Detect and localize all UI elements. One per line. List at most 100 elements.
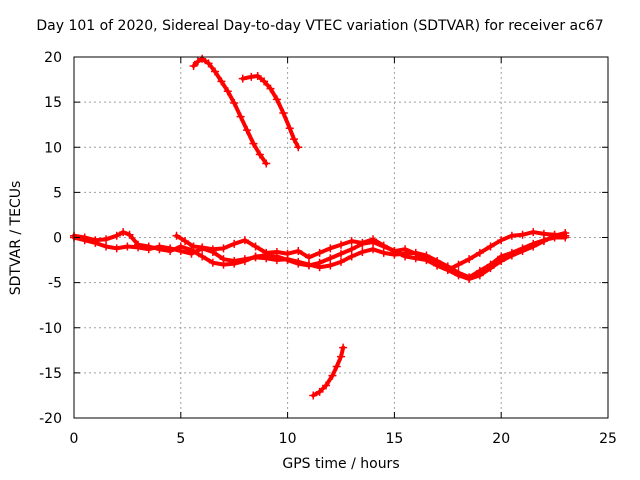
data-point-marker [230,259,239,268]
data-point-marker [219,244,228,253]
series-line-spike-c [311,345,346,398]
data-point-marker [240,256,249,265]
x-tick-label: 25 [599,431,617,447]
data-point-marker [251,252,260,261]
data-point-marker [80,233,89,242]
y-tick-label: -5 [48,276,62,292]
data-point-marker [123,242,132,251]
data-point-marker [369,235,378,244]
data-point-marker [208,258,217,267]
data-point-marker [337,257,345,266]
data-point-marker [315,258,324,267]
data-point-marker [193,57,202,66]
data-point-marker [339,343,348,352]
data-point-marker [230,99,239,108]
data-point-marker [401,252,410,261]
data-point-marker [272,247,281,256]
data-point-marker [223,87,232,96]
data-point-marker [539,229,548,238]
data-point-marker [497,256,506,265]
data-point-marker [243,126,252,135]
data-point-marker [390,247,399,256]
data-point-marker [326,261,335,270]
data-point-marker [518,247,527,256]
data-point-marker [255,150,264,159]
y-tick-label: -15 [39,366,62,382]
data-point-marker [443,265,452,274]
data-point-marker [550,230,559,239]
data-point-marker [337,240,345,249]
data-point-marker [322,381,331,390]
data-point-marker [422,255,431,264]
data-point-marker [112,231,121,240]
data-point-marker [181,237,190,246]
data-point-marker [119,228,128,237]
x-tick-label: 0 [70,431,79,447]
data-point-marker [561,231,570,240]
data-point-marker [315,248,324,257]
data-point-marker [304,261,313,270]
y-tick-label: 10 [44,140,62,156]
data-point-marker [309,391,318,400]
data-point-marker [125,230,134,239]
data-point-marker [240,236,249,245]
data-point-marker [172,231,181,240]
data-point-marker [91,236,100,245]
data-point-marker [238,74,247,83]
data-point-marker [411,249,420,258]
data-point-marker [208,245,217,254]
data-point-marker [285,124,294,133]
data-point-marker [433,261,442,270]
data-point-marker [266,84,275,93]
data-point-marker [230,239,239,248]
data-point-marker [166,247,175,256]
data-point-marker [347,245,356,254]
data-point-marker [294,247,303,256]
data-point-marker [210,67,219,76]
data-point-marker [251,242,260,251]
data-point-marker [204,59,213,68]
data-point-marker [507,231,516,240]
data-point-marker [539,237,548,246]
data-point-marker [198,243,207,252]
data-point-marker [337,249,345,258]
data-point-marker [155,245,164,254]
data-point-marker [217,77,226,86]
data-point-marker [326,254,335,263]
y-axis-label: SDTVAR / TECUs [8,180,24,296]
data-point-marker [465,275,474,284]
data-point-marker [465,255,474,264]
y-tick-label: 20 [44,50,62,66]
data-point-marker [283,249,292,258]
data-point-marker [529,228,538,237]
data-point-marker [507,251,516,260]
data-point-marker [198,54,207,63]
y-tick-label: -20 [39,411,62,427]
data-point-marker [189,242,198,251]
data-point-marker [326,244,335,253]
data-point-marker [475,248,484,257]
data-point-marker [102,242,111,251]
x-tick-label: 15 [385,431,403,447]
data-point-marker [401,245,410,254]
x-tick-label: 5 [176,431,185,447]
data-point-marker [518,230,527,239]
data-point-marker [112,244,121,253]
y-tick-label: -10 [39,321,62,337]
data-point-marker [236,112,245,121]
data-point-marker [454,260,463,269]
data-point-marker [304,253,313,262]
data-point-marker [262,159,271,168]
data-point-marker [249,139,258,148]
data-point-marker [454,271,463,280]
data-point-marker [379,241,388,250]
data-point-marker [134,240,143,249]
data-point-marker [315,387,324,396]
data-point-marker [260,77,269,86]
data-point-marker [253,71,262,80]
data-point-marker [486,264,495,273]
data-point-marker [358,238,367,247]
x-tick-label: 20 [492,431,510,447]
data-point-marker [486,242,495,251]
data-point-marker [337,352,345,361]
